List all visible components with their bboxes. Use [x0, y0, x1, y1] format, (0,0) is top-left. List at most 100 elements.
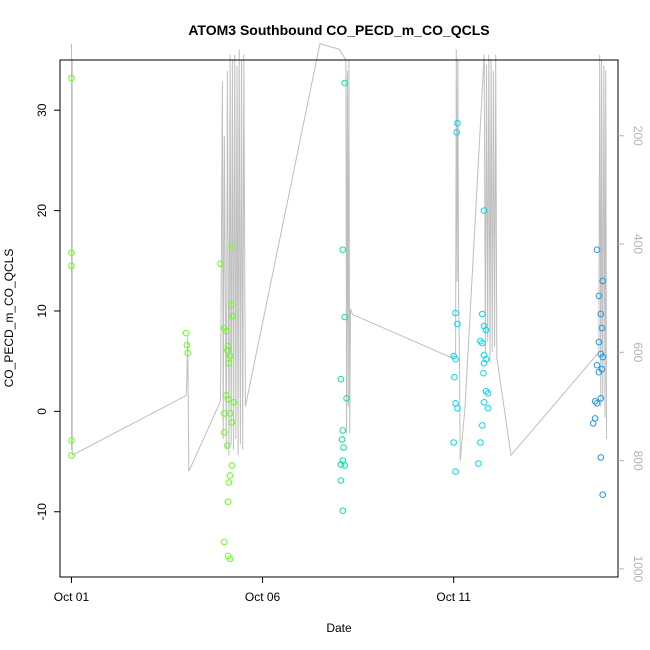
y-tick-label: 30	[35, 103, 49, 117]
data-point	[484, 390, 492, 397]
data-point	[343, 395, 350, 402]
data-point	[597, 395, 605, 402]
data-point	[225, 359, 233, 367]
data-point	[221, 538, 228, 546]
data-point	[597, 454, 605, 461]
data-point	[593, 361, 601, 369]
data-point	[339, 507, 347, 515]
y-tick-label: 0	[35, 408, 49, 415]
data-point	[226, 472, 234, 479]
data-point	[593, 400, 601, 407]
data-point	[229, 312, 237, 320]
data-point	[479, 310, 486, 318]
data-point	[217, 260, 224, 268]
x-tick-label: Oct 06	[245, 590, 281, 604]
data-point	[452, 468, 459, 475]
data-point	[480, 351, 488, 359]
data-point	[227, 301, 235, 309]
data-point	[68, 437, 75, 444]
data-point	[230, 399, 238, 406]
y2-tick-label: 400	[631, 234, 645, 254]
y2-tick-label: 1000	[631, 556, 645, 583]
data-point	[340, 444, 347, 451]
data-point	[341, 313, 349, 321]
data-point	[223, 327, 230, 335]
data-point	[68, 452, 75, 459]
y-tick-label: 10	[35, 304, 49, 318]
data-point	[226, 352, 234, 360]
data-point	[68, 249, 75, 256]
data-point	[224, 442, 231, 449]
data-point	[452, 309, 459, 317]
data-point	[223, 392, 230, 399]
data-point	[480, 369, 487, 377]
data-point	[339, 427, 347, 434]
data-point	[224, 498, 232, 506]
data-point	[482, 355, 490, 363]
data-point	[224, 342, 232, 350]
data-point	[482, 326, 490, 334]
y2-tick-label: 800	[631, 451, 645, 471]
data-point	[228, 242, 236, 249]
data-point	[341, 462, 349, 469]
data-point	[68, 74, 75, 82]
data-point	[225, 479, 233, 486]
data-point	[599, 277, 607, 285]
y-axis-label: CO_PECD_m_CO_QCLS	[2, 249, 16, 388]
axes-layer: Oct 01 Oct 06 Oct 11 -10 0 10 20 30 200 400 600 800…	[35, 59, 645, 604]
data-point	[337, 375, 345, 383]
altitude-trace-layer	[71, 43, 607, 472]
data-point	[68, 262, 75, 270]
data-point	[224, 346, 231, 354]
data-point	[452, 355, 459, 363]
data-point	[479, 339, 486, 347]
data-point	[480, 322, 488, 330]
data-point	[337, 461, 345, 468]
data-point	[183, 341, 191, 349]
data-point	[184, 349, 191, 357]
data-point	[454, 320, 461, 328]
data-point	[453, 129, 461, 136]
chart-title: ATOM3 Southbound CO_PECD_m_CO_QCLS	[188, 22, 489, 38]
data-point	[477, 337, 484, 345]
data-point	[337, 477, 345, 484]
data-point	[480, 399, 488, 406]
x-tick-label: Oct 01	[54, 590, 90, 604]
y-tick-label: -10	[35, 503, 49, 521]
data-point	[451, 373, 458, 381]
plot-frame	[59, 59, 619, 578]
data-point	[480, 359, 488, 367]
data-point	[599, 353, 607, 361]
data-point	[339, 246, 347, 253]
data-point	[484, 405, 492, 412]
data-point	[341, 79, 349, 87]
y2-tick-label: 200	[631, 126, 645, 146]
altitude-trace-line	[71, 43, 607, 472]
data-point	[598, 365, 606, 373]
data-point	[228, 462, 236, 469]
data-point	[480, 207, 488, 214]
data-point	[597, 310, 605, 318]
data-point	[454, 119, 461, 127]
data-point	[182, 329, 190, 337]
data-point	[450, 439, 458, 446]
data-point	[589, 420, 597, 427]
data-point	[221, 429, 228, 436]
x-tick-label: Oct 11	[436, 590, 471, 604]
data-point	[477, 439, 484, 446]
data-points-layer	[68, 74, 607, 563]
data-point	[224, 396, 232, 403]
y-tick-label: 20	[35, 204, 49, 218]
data-point	[338, 436, 346, 443]
y2-tick-label: 600	[631, 342, 645, 362]
data-point	[482, 388, 490, 395]
data-point	[228, 419, 236, 426]
data-point	[226, 555, 234, 563]
x-axis-label: Date	[326, 621, 352, 635]
data-point	[593, 246, 601, 253]
data-point	[595, 338, 603, 346]
data-point	[475, 460, 482, 467]
data-point	[599, 491, 607, 499]
data-point	[598, 324, 606, 332]
